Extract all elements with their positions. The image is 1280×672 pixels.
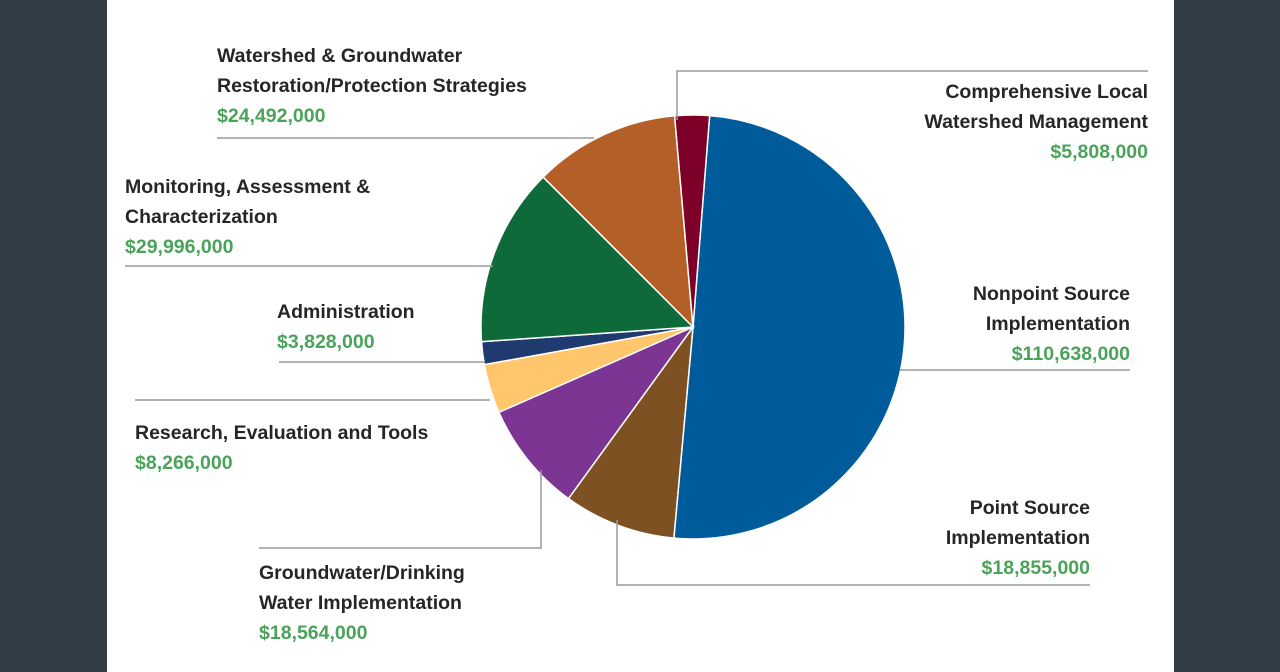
leader-line-point-source-implementation bbox=[616, 520, 1090, 586]
leader-line-groundwater-drinking-water-implementation bbox=[259, 470, 542, 549]
slice-value-comprehensive-local-watershed-management: $5,808,000 bbox=[1050, 141, 1148, 163]
slice-value-research-evaluation-and-tools: $8,266,000 bbox=[135, 452, 233, 474]
leader-line-comprehensive-local-watershed-management bbox=[676, 70, 1148, 120]
pie-slice-groundwater-drinking-water-implementation bbox=[497, 325, 696, 500]
slice-label-point-source-implementation-line-2: Implementation bbox=[946, 527, 1090, 549]
pie-slices bbox=[480, 114, 906, 540]
slice-label-comprehensive-local-watershed-management-line-1: Comprehensive Local bbox=[945, 81, 1148, 103]
pie-slice-nonpoint-source-implementation bbox=[673, 114, 906, 540]
slice-label-watershed-groundwater-restoration-protection-strategies-line-2: Restoration/Protection Strategies bbox=[217, 75, 527, 97]
slice-value-point-source-implementation: $18,855,000 bbox=[982, 557, 1091, 579]
pie-slice-watershed-groundwater-restoration-protection-strategies bbox=[542, 114, 694, 329]
slice-value-watershed-groundwater-restoration-protection-strategies: $24,492,000 bbox=[217, 105, 326, 127]
slice-label-nonpoint-source-implementation-line-1: Nonpoint Source bbox=[973, 283, 1130, 305]
pie-slice-comprehensive-local-watershed-management bbox=[673, 114, 711, 328]
slice-value-groundwater-drinking-water-implementation: $18,564,000 bbox=[259, 622, 368, 644]
slice-label-monitoring-assessment-characterization-line-1: Monitoring, Assessment & bbox=[125, 176, 370, 198]
slice-label-groundwater-drinking-water-implementation-line-1: Groundwater/Drinking bbox=[259, 562, 465, 584]
slice-label-administration-line-1: Administration bbox=[277, 301, 415, 323]
slice-label-point-source-implementation-line-1: Point Source bbox=[970, 497, 1090, 519]
slice-labels: Nonpoint Source Implementation $110,638,00… bbox=[125, 45, 1149, 644]
slice-label-monitoring-assessment-characterization-line-2: Characterization bbox=[125, 206, 278, 228]
leader-lines bbox=[125, 70, 1148, 586]
slice-label-groundwater-drinking-water-implementation-line-2: Water Implementation bbox=[259, 592, 462, 614]
slice-value-nonpoint-source-implementation: $110,638,000 bbox=[1012, 343, 1130, 365]
slice-value-monitoring-assessment-characterization: $29,996,000 bbox=[125, 236, 234, 258]
slice-label-comprehensive-local-watershed-management-line-2: Watershed Management bbox=[924, 111, 1148, 133]
slice-value-administration: $3,828,000 bbox=[277, 331, 375, 353]
slice-label-watershed-groundwater-restoration-protection-strategies-line-1: Watershed & Groundwater bbox=[217, 45, 463, 67]
pie-slice-monitoring-assessment-characterization bbox=[480, 175, 695, 343]
pie-slice-point-source-implementation bbox=[567, 324, 694, 539]
slice-label-research-evaluation-and-tools-line-1: Research, Evaluation and Tools bbox=[135, 422, 428, 444]
slice-label-nonpoint-source-implementation-line-2: Implementation bbox=[986, 313, 1130, 335]
